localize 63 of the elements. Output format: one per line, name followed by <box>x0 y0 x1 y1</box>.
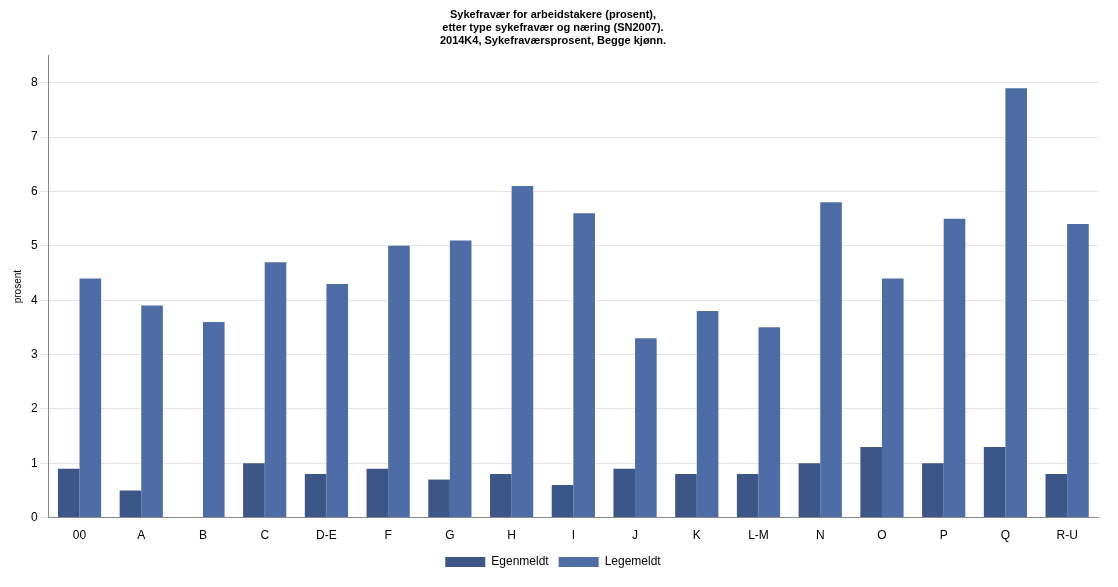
bar <box>798 463 821 518</box>
y-tick-label: 7 <box>30 129 38 144</box>
x-tick-label: H <box>507 528 516 543</box>
bar <box>820 202 842 518</box>
bar <box>635 338 657 518</box>
legend-label: Legemeldt <box>604 554 662 569</box>
x-tick-label: G <box>445 528 455 543</box>
bar <box>326 283 349 518</box>
bar <box>511 186 534 518</box>
y-tick-label: 4 <box>30 292 38 307</box>
x-tick-label: O <box>877 528 887 543</box>
bar <box>304 474 327 518</box>
y-tick-label: 2 <box>30 401 38 416</box>
bar <box>675 474 697 518</box>
bar <box>388 245 410 518</box>
x-tick-label: R-U <box>1056 528 1078 543</box>
y-tick-label: 5 <box>30 238 38 253</box>
bar <box>264 262 287 518</box>
x-tick-label: I <box>571 528 576 543</box>
bar <box>202 321 225 518</box>
y-tick-label: 8 <box>30 75 38 90</box>
bar <box>57 468 80 518</box>
bar <box>79 278 102 518</box>
bar <box>758 327 781 518</box>
bar <box>141 305 163 518</box>
bar <box>1067 224 1089 518</box>
x-tick-label: L-M <box>748 528 769 543</box>
bar <box>243 463 265 518</box>
bar <box>1005 88 1028 518</box>
x-tick-label: J <box>632 528 639 543</box>
y-tick-label: 6 <box>30 183 38 198</box>
y-axis-title: prosent <box>11 269 23 304</box>
bar <box>922 463 944 518</box>
x-tick-label: K <box>692 528 701 543</box>
bar <box>943 218 966 518</box>
x-tick-label: P <box>939 528 948 543</box>
x-tick-label: Q <box>1000 528 1011 543</box>
bar <box>736 474 759 518</box>
x-tick-label: 00 <box>72 528 87 543</box>
x-tick-label: B <box>198 528 207 543</box>
bar <box>551 484 574 518</box>
bar <box>490 474 512 518</box>
x-tick-label: N <box>815 528 825 543</box>
bar <box>428 479 450 518</box>
bar <box>696 311 719 518</box>
bar <box>983 446 1006 518</box>
x-tick-label: F <box>384 528 392 543</box>
y-tick-label: 3 <box>30 346 38 361</box>
bar <box>860 446 882 518</box>
bar <box>881 278 904 518</box>
bar <box>613 468 636 518</box>
bar <box>1045 474 1068 518</box>
x-tick-label: C <box>260 528 270 543</box>
chart-title: Sykefravær for arbeidstakere (prosent), etter type sykefravær og næring (SN2007). 2014K4, Sykefraværsprosent, Begge kjønn. <box>439 7 667 47</box>
bar <box>366 468 389 518</box>
legend-label: Egenmeldt <box>491 554 550 569</box>
bar <box>573 213 595 518</box>
y-tick-label: 0 <box>30 509 38 524</box>
x-tick-label: A <box>137 528 146 543</box>
bar <box>119 490 142 518</box>
x-tick-label: D-E <box>316 528 337 543</box>
bar <box>449 240 472 518</box>
y-tick-label: 1 <box>30 455 38 470</box>
